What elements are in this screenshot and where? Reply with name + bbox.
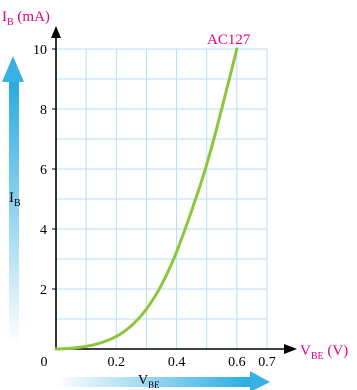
x-tick-labels: 0 0.2 0.4 0.6 0.7 xyxy=(41,355,276,370)
series-label-ac127: AC127 xyxy=(207,32,251,48)
x-tick-label: 0 xyxy=(41,355,48,370)
y-axis-title-sub: B xyxy=(7,17,14,28)
y-direction-arrow-head xyxy=(2,56,24,82)
x-axis-title-sub: BE xyxy=(311,351,324,362)
y-axis-title-unit: (mA) xyxy=(14,9,50,25)
y-direction-arrow-shaft xyxy=(9,82,19,344)
x-direction-arrow-head xyxy=(250,371,270,390)
y-tick-label: 4 xyxy=(40,223,47,238)
y-direction-arrow xyxy=(2,56,24,344)
y-tick-label: 2 xyxy=(40,283,47,298)
x-axis-title-main: V xyxy=(300,343,311,359)
y-tick-label: 6 xyxy=(40,163,47,178)
x-tick-label: 0.7 xyxy=(258,355,276,370)
y-tick-label: 8 xyxy=(40,103,47,118)
y-side-label-sub: B xyxy=(14,198,21,209)
x-tick-label: 0.4 xyxy=(168,355,186,370)
x-axis-title-unit: (V) xyxy=(324,343,349,359)
x-bottom-label-main: V xyxy=(138,373,148,388)
y-axis-title-main: I xyxy=(2,9,7,25)
x-direction-arrow xyxy=(56,371,270,390)
y-side-label-main: I xyxy=(9,190,14,206)
x-bottom-label: VBE xyxy=(138,373,160,390)
y-axis-title: IB (mA) xyxy=(2,9,50,28)
x-bottom-label-sub: BE xyxy=(148,380,160,390)
x-tick-label: 0.6 xyxy=(228,355,246,370)
y-axis-arrowhead xyxy=(51,26,61,38)
grid xyxy=(56,48,268,349)
series-line-ac127 xyxy=(54,47,239,351)
y-side-label: IB xyxy=(9,190,21,209)
x-direction-arrow-shaft xyxy=(56,377,252,387)
x-tick-label: 0.2 xyxy=(108,355,126,370)
x-axis-arrowhead xyxy=(284,344,297,354)
y-tick-label: 10 xyxy=(33,43,47,58)
x-axis-title: VBE (V) xyxy=(300,343,348,362)
y-tick-labels: 2 4 6 8 10 xyxy=(33,43,56,298)
